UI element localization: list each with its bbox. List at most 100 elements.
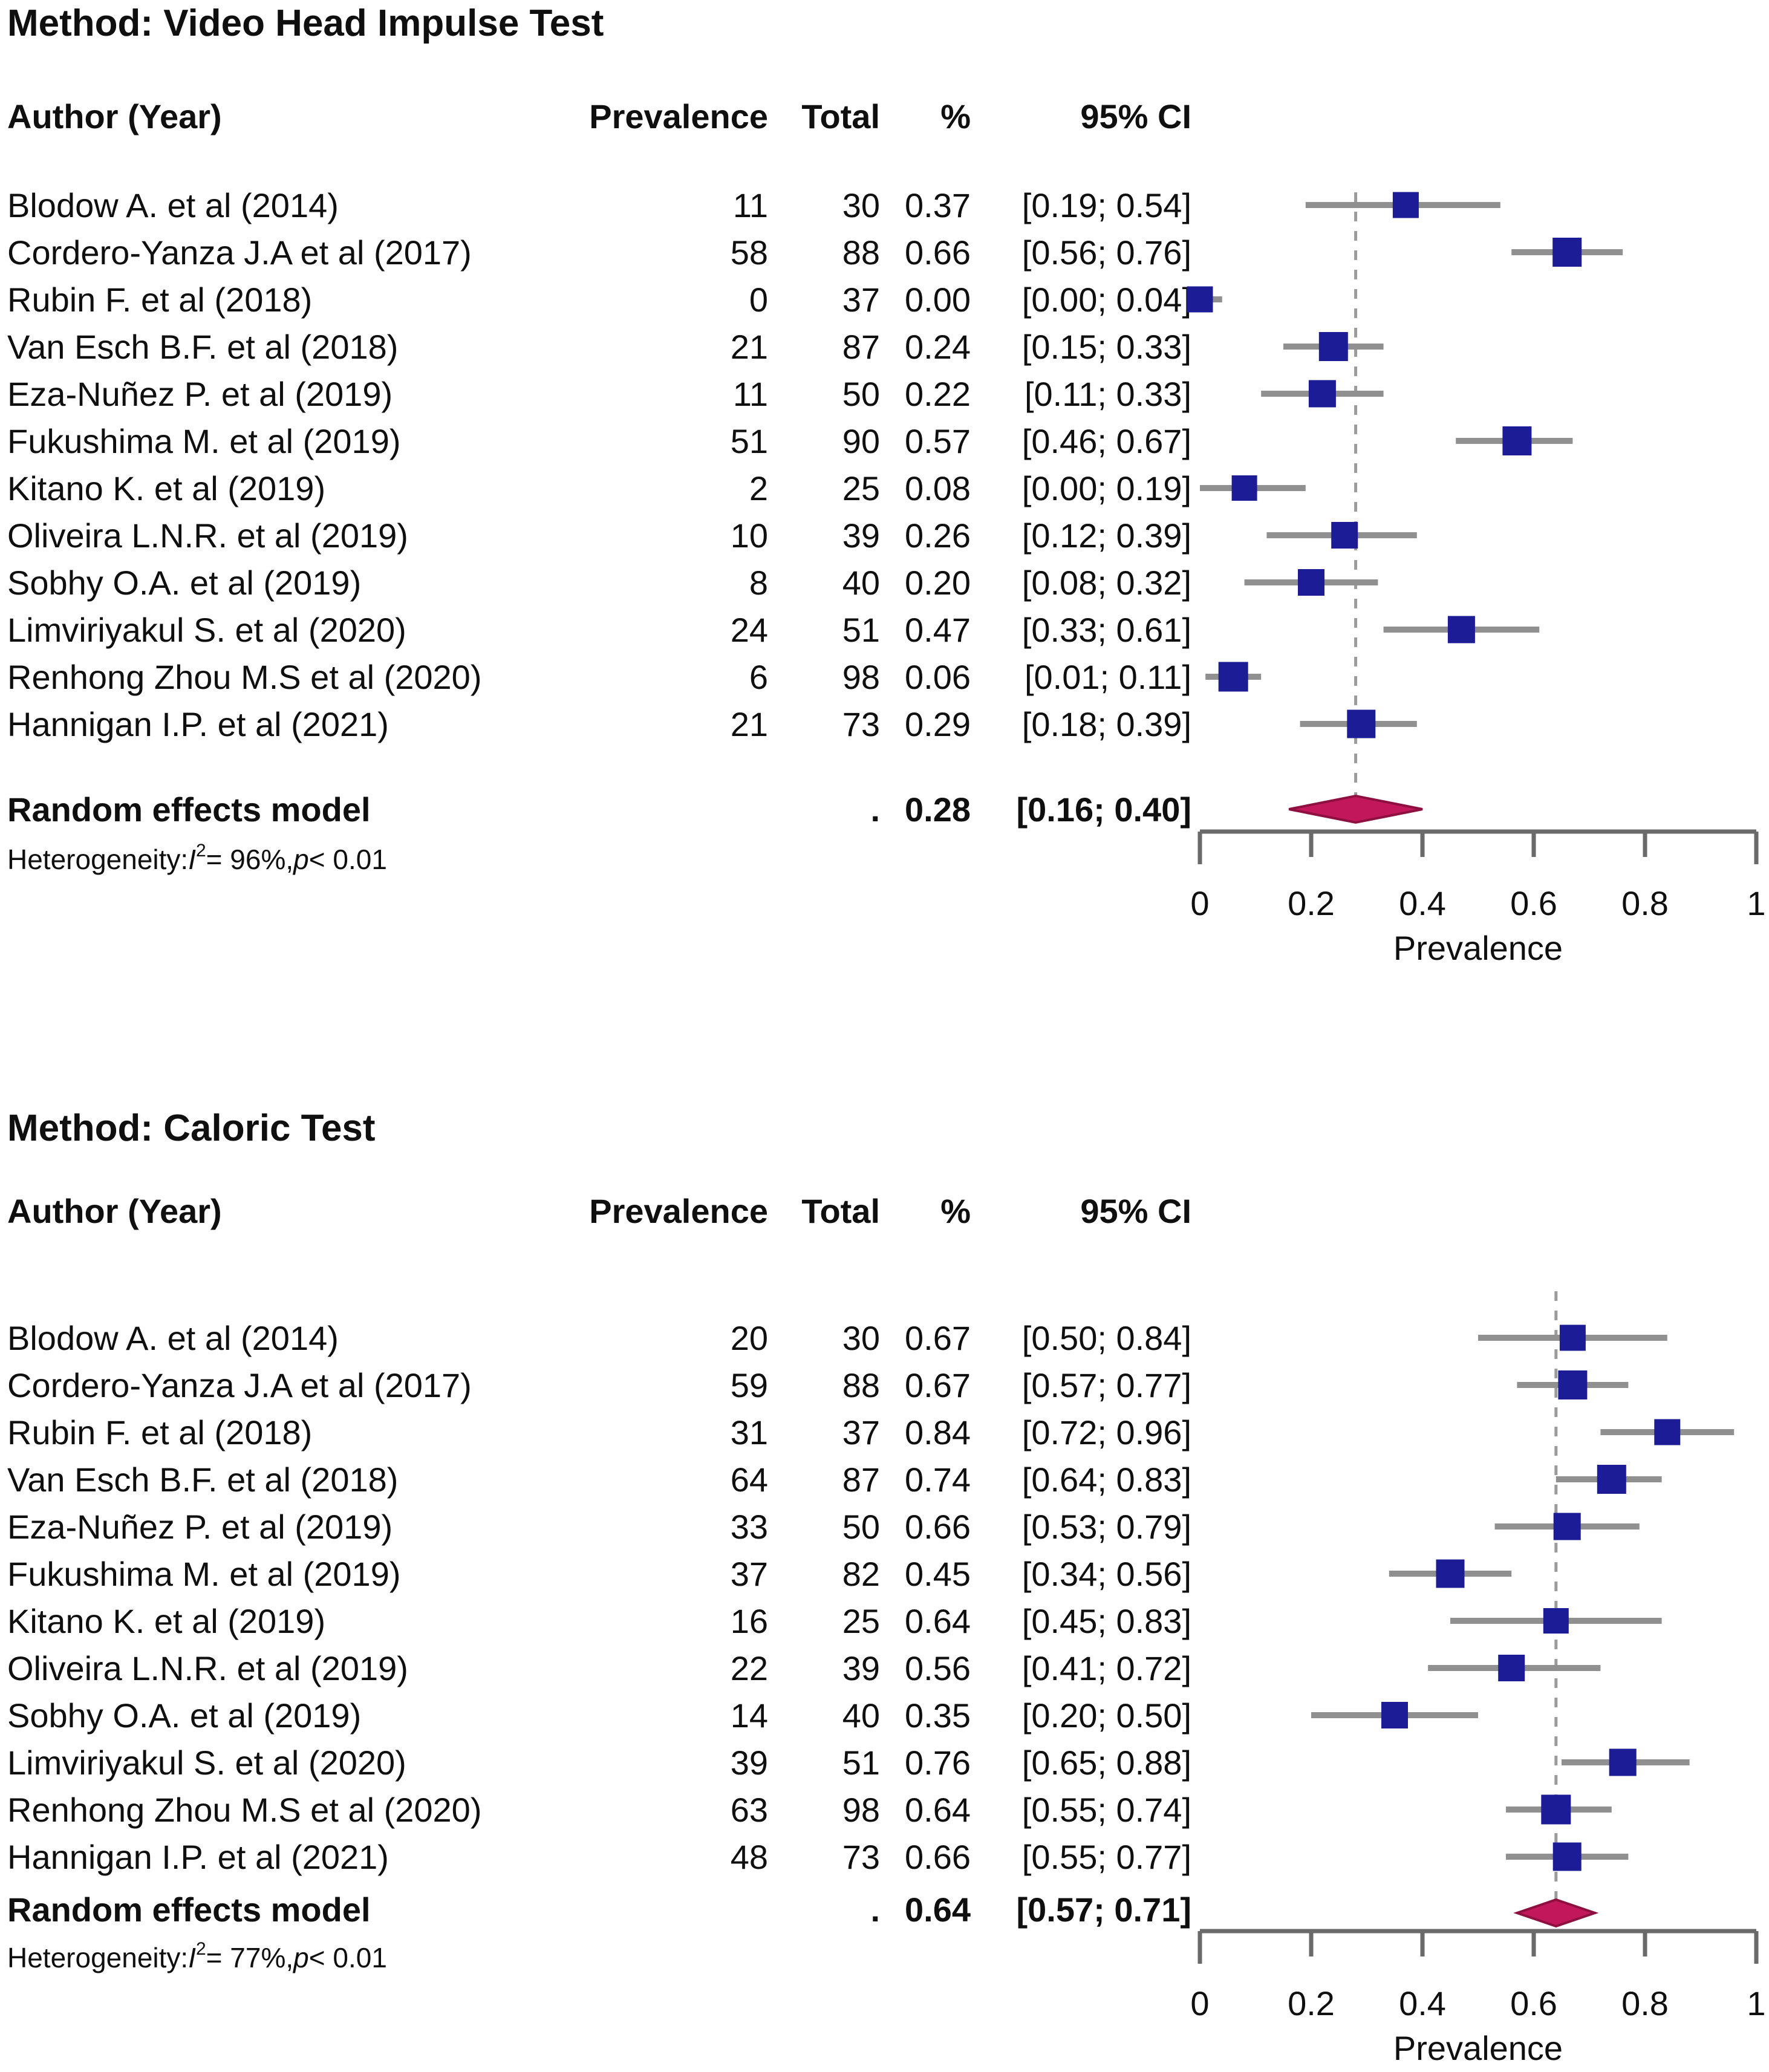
study-row: Cordero-Yanza J.A et al (2017) 59 88 0.67 [0… xyxy=(0,1361,1769,1409)
study-author: Renhong Zhou M.S et al (2020) xyxy=(7,657,482,696)
effect-square xyxy=(1231,475,1257,501)
het-p: p xyxy=(293,844,309,875)
effect-square xyxy=(1609,1748,1637,1776)
column-header-prevalence: Prevalence xyxy=(589,1191,768,1230)
study-row: Sobhy O.A. et al (2019) 8 40 0.20 [0.08; 0.3… xyxy=(0,558,1769,607)
effect-square xyxy=(1298,569,1324,596)
effect-square xyxy=(1597,1465,1626,1494)
study-author: Fukushima M. et al (2019) xyxy=(7,1554,401,1593)
study-ci: [0.65; 0.88] xyxy=(1021,1743,1191,1782)
x-axis xyxy=(1197,829,1759,864)
study-row: Oliveira L.N.R. et al (2019) 10 39 0.26 [0.1… xyxy=(0,511,1769,559)
study-percent: 0.57 xyxy=(905,422,971,460)
study-percent: 0.00 xyxy=(905,280,971,319)
effect-square xyxy=(1654,1419,1681,1445)
effect-square xyxy=(1553,1513,1581,1540)
study-prevalence: 8 xyxy=(749,563,768,602)
het-prefix: Heterogeneity: xyxy=(7,844,189,875)
study-percent: 0.08 xyxy=(905,469,971,507)
study-total: 73 xyxy=(842,705,880,743)
study-prevalence: 59 xyxy=(730,1366,768,1404)
het-sup: 2 xyxy=(195,841,206,861)
study-author: Rubin F. et al (2018) xyxy=(7,1413,313,1451)
study-total: 87 xyxy=(842,1460,880,1499)
study-ci: [0.15; 0.33] xyxy=(1021,327,1191,366)
column-header-ci: 95% CI xyxy=(1080,1191,1191,1230)
study-total: 98 xyxy=(842,657,880,696)
study-prevalence: 48 xyxy=(730,1837,768,1876)
study-row: Cordero-Yanza J.A et al (2017) 58 88 0.66 [0… xyxy=(0,228,1769,276)
column-header-total: Total xyxy=(801,97,880,135)
study-row: Blodow A. et al (2014) 11 30 0.37 [0.19; 0.5… xyxy=(0,181,1769,229)
study-author: Rubin F. et al (2018) xyxy=(7,280,313,319)
study-author: Cordero-Yanza J.A et al (2017) xyxy=(7,233,472,272)
study-author: Van Esch B.F. et al (2018) xyxy=(7,1460,399,1499)
study-author: Hannigan I.P. et al (2021) xyxy=(7,1837,389,1876)
study-author: Oliveira L.N.R. et al (2019) xyxy=(7,1649,408,1687)
x-axis xyxy=(1197,1929,1759,1964)
het-prefix: Heterogeneity: xyxy=(7,1942,189,1973)
study-percent: 0.56 xyxy=(905,1649,971,1687)
study-author: Renhong Zhou M.S et al (2020) xyxy=(7,1790,482,1829)
study-prevalence: 2 xyxy=(749,469,768,507)
effect-square xyxy=(1502,426,1532,455)
pooled-diamond xyxy=(1513,1898,1599,1928)
study-row: Renhong Zhou M.S et al (2020) 6 98 0.06 [0.0… xyxy=(0,653,1769,701)
study-total: 50 xyxy=(842,374,880,413)
het-suffix: < 0.01 xyxy=(308,1942,387,1973)
effect-square xyxy=(1498,1655,1525,1681)
x-tick-label: 1 xyxy=(1747,1984,1766,2022)
study-ci: [0.18; 0.39] xyxy=(1021,705,1191,743)
study-ci: [0.45; 0.83] xyxy=(1021,1601,1191,1640)
effect-square xyxy=(1331,522,1358,549)
study-total: 39 xyxy=(842,516,880,555)
study-total: 73 xyxy=(842,1837,880,1876)
x-tick-label: 0.2 xyxy=(1288,884,1335,922)
x-axis-label: Prevalence xyxy=(1393,928,1563,967)
study-author: Cordero-Yanza J.A et al (2017) xyxy=(7,1366,472,1404)
study-prevalence: 21 xyxy=(730,705,768,743)
study-author: Van Esch B.F. et al (2018) xyxy=(7,327,399,366)
x-tick-label: 0.4 xyxy=(1399,884,1446,922)
study-ci: [0.53; 0.79] xyxy=(1021,1507,1191,1546)
x-tick-label: 0.2 xyxy=(1288,1984,1335,2022)
study-percent: 0.26 xyxy=(905,516,971,555)
study-total: 40 xyxy=(842,1696,880,1735)
pooled-dot: . xyxy=(870,1890,880,1929)
study-total: 88 xyxy=(842,1366,880,1404)
study-ci: [0.00; 0.04] xyxy=(1021,280,1191,319)
study-row: Kitano K. et al (2019) 2 25 0.08 [0.00; 0.19… xyxy=(0,464,1769,512)
study-author: Blodow A. et al (2014) xyxy=(7,1318,339,1357)
study-percent: 0.22 xyxy=(905,374,971,413)
study-percent: 0.74 xyxy=(905,1460,971,1499)
study-ci: [0.20; 0.50] xyxy=(1021,1696,1191,1735)
x-tick-label: 0.8 xyxy=(1621,1984,1669,2022)
study-ci: [0.72; 0.96] xyxy=(1021,1413,1191,1451)
study-ci: [0.11; 0.33] xyxy=(1024,374,1191,413)
x-tick-label: 0.4 xyxy=(1399,1984,1446,2022)
study-percent: 0.64 xyxy=(905,1601,971,1640)
study-total: 37 xyxy=(842,280,880,319)
study-ci: [0.56; 0.76] xyxy=(1021,233,1191,272)
study-prevalence: 63 xyxy=(730,1790,768,1829)
effect-square xyxy=(1447,616,1475,643)
study-ci: [0.34; 0.56] xyxy=(1021,1554,1191,1593)
x-axis-label: Prevalence xyxy=(1393,2028,1563,2067)
study-percent: 0.66 xyxy=(905,233,971,272)
study-prevalence: 33 xyxy=(730,1507,768,1546)
study-author: Limviriyakul S. et al (2020) xyxy=(7,1743,406,1782)
study-ci: [0.33; 0.61] xyxy=(1021,610,1191,649)
study-total: 25 xyxy=(842,1601,880,1640)
study-prevalence: 22 xyxy=(730,1649,768,1687)
study-percent: 0.20 xyxy=(905,563,971,602)
study-total: 50 xyxy=(842,1507,880,1546)
column-header-author: Author (Year) xyxy=(7,97,222,135)
study-prevalence: 37 xyxy=(730,1554,768,1593)
effect-square xyxy=(1318,332,1348,361)
study-row: Van Esch B.F. et al (2018) 21 87 0.24 [0.15;… xyxy=(0,322,1769,371)
study-author: Eza-Nuñez P. et al (2019) xyxy=(7,374,393,413)
